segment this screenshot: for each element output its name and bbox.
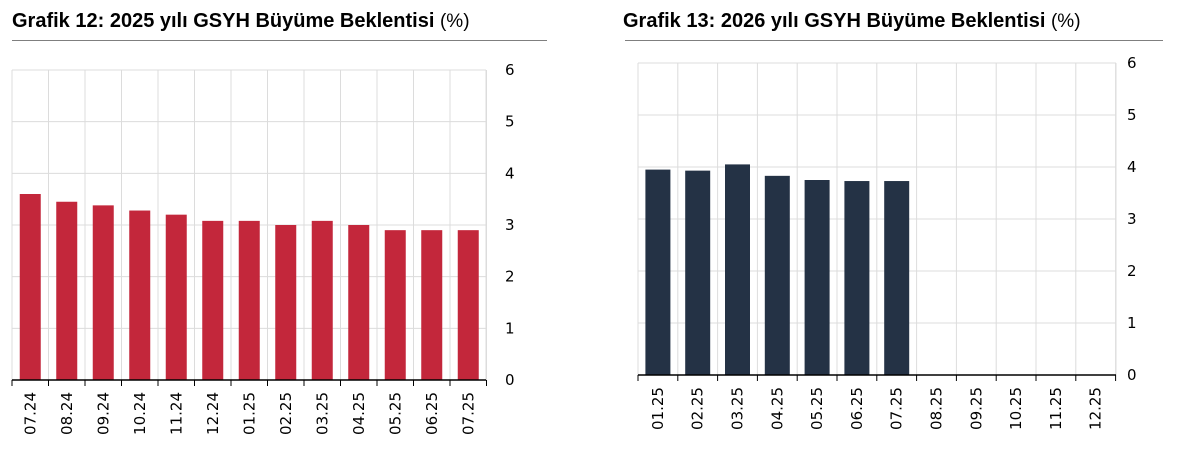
chart-unit: (%)	[1050, 11, 1081, 32]
bar-05.25	[804, 180, 830, 375]
x-tick-label: 03.25	[313, 392, 331, 435]
bar-10.24	[129, 210, 151, 380]
y-tick-label: 4	[505, 164, 515, 182]
chart-title: Grafik 12: 2025 yılı GSYH Büyüme Beklent…	[12, 8, 470, 35]
bar-03.25	[311, 220, 333, 380]
x-tick-label: 06.25	[423, 392, 441, 435]
y-tick-label: 6	[505, 61, 515, 79]
bar-03.25	[725, 164, 750, 375]
x-tick-label: 12.24	[204, 392, 222, 435]
chart-title-text: Grafik 13: 2026 yılı GSYH Büyüme Beklent…	[623, 10, 1046, 32]
chart-panel-2025: Grafik 12: 2025 yılı GSYH Büyüme Beklent…	[0, 0, 560, 456]
y-tick-label: 0	[505, 371, 515, 389]
bar-09.24	[92, 205, 114, 380]
x-tick-label: 02.25	[689, 387, 707, 430]
x-tick-label: 09.24	[94, 392, 112, 435]
bar-07.25	[457, 230, 479, 380]
bar-chart-2025: 0 1 2 3 4 5 6 07.24 08.24 09.24 10.24 11.24 12.24 01.…	[11, 61, 515, 435]
bar-06.25	[421, 230, 443, 380]
x-tick-label: 05.25	[386, 392, 404, 435]
bar-11.24	[165, 214, 187, 380]
chart-title: Grafik 13: 2026 yılı GSYH Büyüme Beklent…	[623, 8, 1081, 35]
bar-02.25	[685, 170, 711, 375]
y-tick-label: 0	[1127, 366, 1137, 384]
x-tick-label: 08.24	[58, 392, 76, 435]
bar-05.25	[384, 230, 406, 380]
x-tick-label: 04.25	[350, 392, 368, 435]
y-tick-label: 2	[505, 268, 515, 286]
x-tick-label: 10.24	[131, 392, 149, 435]
bar-01.25	[645, 169, 671, 375]
y-tick-label: 3	[1127, 210, 1137, 228]
y-tick-label: 5	[1127, 106, 1137, 124]
x-tick-label: 02.25	[277, 392, 295, 435]
x-tick-label: 09.25	[967, 387, 985, 430]
bar-12.24	[202, 220, 224, 380]
bar-04.25	[764, 175, 790, 375]
x-tick-label: 08.25	[928, 387, 946, 430]
y-tick-label: 6	[1127, 54, 1137, 72]
x-tick-label: 07.25	[888, 387, 906, 430]
y-tick-label: 4	[1127, 158, 1137, 176]
bar-04.25	[348, 225, 370, 380]
bar-02.25	[275, 225, 297, 380]
x-tick-label: 04.25	[768, 387, 786, 430]
x-tick-label: 01.25	[649, 387, 667, 430]
bar-01.25	[238, 220, 260, 380]
bar-08.24	[56, 201, 78, 380]
chart-panel-2026: Grafik 13: 2026 yılı GSYH Büyüme Beklent…	[618, 0, 1192, 456]
bar-chart-2026: 0 1 2 3 4 5 6 01.25 02.25 03.25 04.25 05.25 06.25 07.…	[637, 54, 1137, 430]
bar-07.24	[19, 194, 41, 380]
x-tick-label: 11.25	[1047, 387, 1065, 430]
x-tick-label: 05.25	[808, 387, 826, 430]
title-underline	[12, 40, 547, 41]
x-tick-label: 11.24	[167, 392, 185, 435]
chart-unit: (%)	[439, 11, 470, 32]
y-tick-label: 3	[505, 216, 515, 234]
x-tick-label: 07.25	[459, 392, 477, 435]
x-tick-label: 12.25	[1087, 387, 1105, 430]
title-underline	[625, 40, 1163, 41]
bar-07.25	[884, 181, 910, 375]
y-tick-label: 2	[1127, 262, 1137, 280]
x-tick-label: 03.25	[729, 387, 747, 430]
x-tick-label: 07.24	[21, 392, 39, 435]
y-tick-label: 1	[505, 319, 515, 337]
x-tick-label: 10.25	[1007, 387, 1025, 430]
chart-title-text: Grafik 12: 2025 yılı GSYH Büyüme Beklent…	[12, 10, 435, 32]
bar-06.25	[844, 181, 870, 375]
y-tick-label: 1	[1127, 314, 1137, 332]
y-tick-label: 5	[505, 113, 515, 131]
x-tick-label: 01.25	[240, 392, 258, 435]
x-tick-label: 06.25	[848, 387, 866, 430]
